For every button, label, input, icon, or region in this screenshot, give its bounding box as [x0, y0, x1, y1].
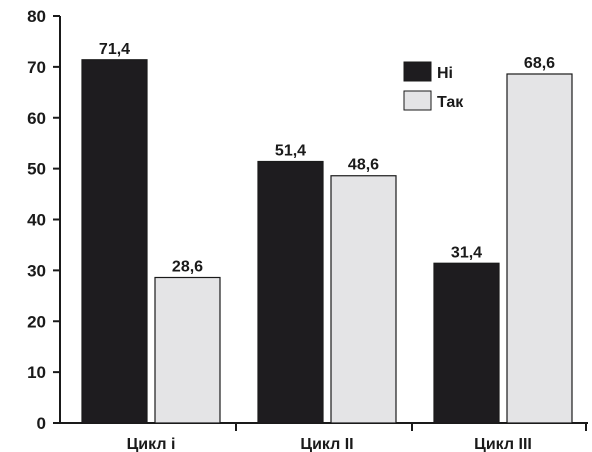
- data-label: 51,4: [275, 143, 306, 160]
- bar-ni-3: [433, 262, 500, 424]
- data-label: 28,6: [172, 258, 203, 275]
- data-label: 48,6: [348, 157, 379, 174]
- legend-swatch: [403, 90, 432, 111]
- x-category-label: Цикл ІІІ: [474, 436, 532, 452]
- y-tick-label: 0: [37, 414, 46, 433]
- data-labels: 71,4 28,6 51,4 48,6 31,4 68,6: [99, 41, 555, 276]
- bars: [81, 59, 573, 424]
- data-label: 31,4: [451, 244, 482, 261]
- legend-label: Ні: [437, 65, 453, 82]
- y-tick-label: 80: [27, 7, 46, 26]
- bar-tak-1: [154, 276, 221, 424]
- bar-tak-3: [506, 73, 573, 424]
- y-tick-label: 20: [27, 312, 46, 331]
- legend-label: Так: [437, 94, 464, 111]
- axes: 0 10 20 30 40 50 60 70 80 Цикл і Цикл ІІ Цикл ІІІ: [27, 7, 588, 452]
- y-tick-label: 70: [27, 58, 46, 77]
- y-tick-label: 50: [27, 160, 46, 179]
- bar-tak-2: [330, 175, 397, 424]
- y-tick-label: 30: [27, 261, 46, 280]
- y-tick-label: 40: [27, 211, 46, 230]
- y-tick-label: 10: [27, 363, 46, 382]
- y-tick-label: 60: [27, 109, 46, 128]
- bar-ni-2: [257, 160, 324, 424]
- data-label: 71,4: [99, 41, 130, 58]
- legend: Ні Так: [403, 61, 464, 111]
- data-label: 68,6: [524, 55, 555, 72]
- x-category-label: Цикл ІІ: [300, 436, 353, 452]
- legend-swatch: [403, 61, 432, 82]
- x-category-label: Цикл і: [127, 436, 176, 452]
- bar-ni-1: [81, 59, 148, 424]
